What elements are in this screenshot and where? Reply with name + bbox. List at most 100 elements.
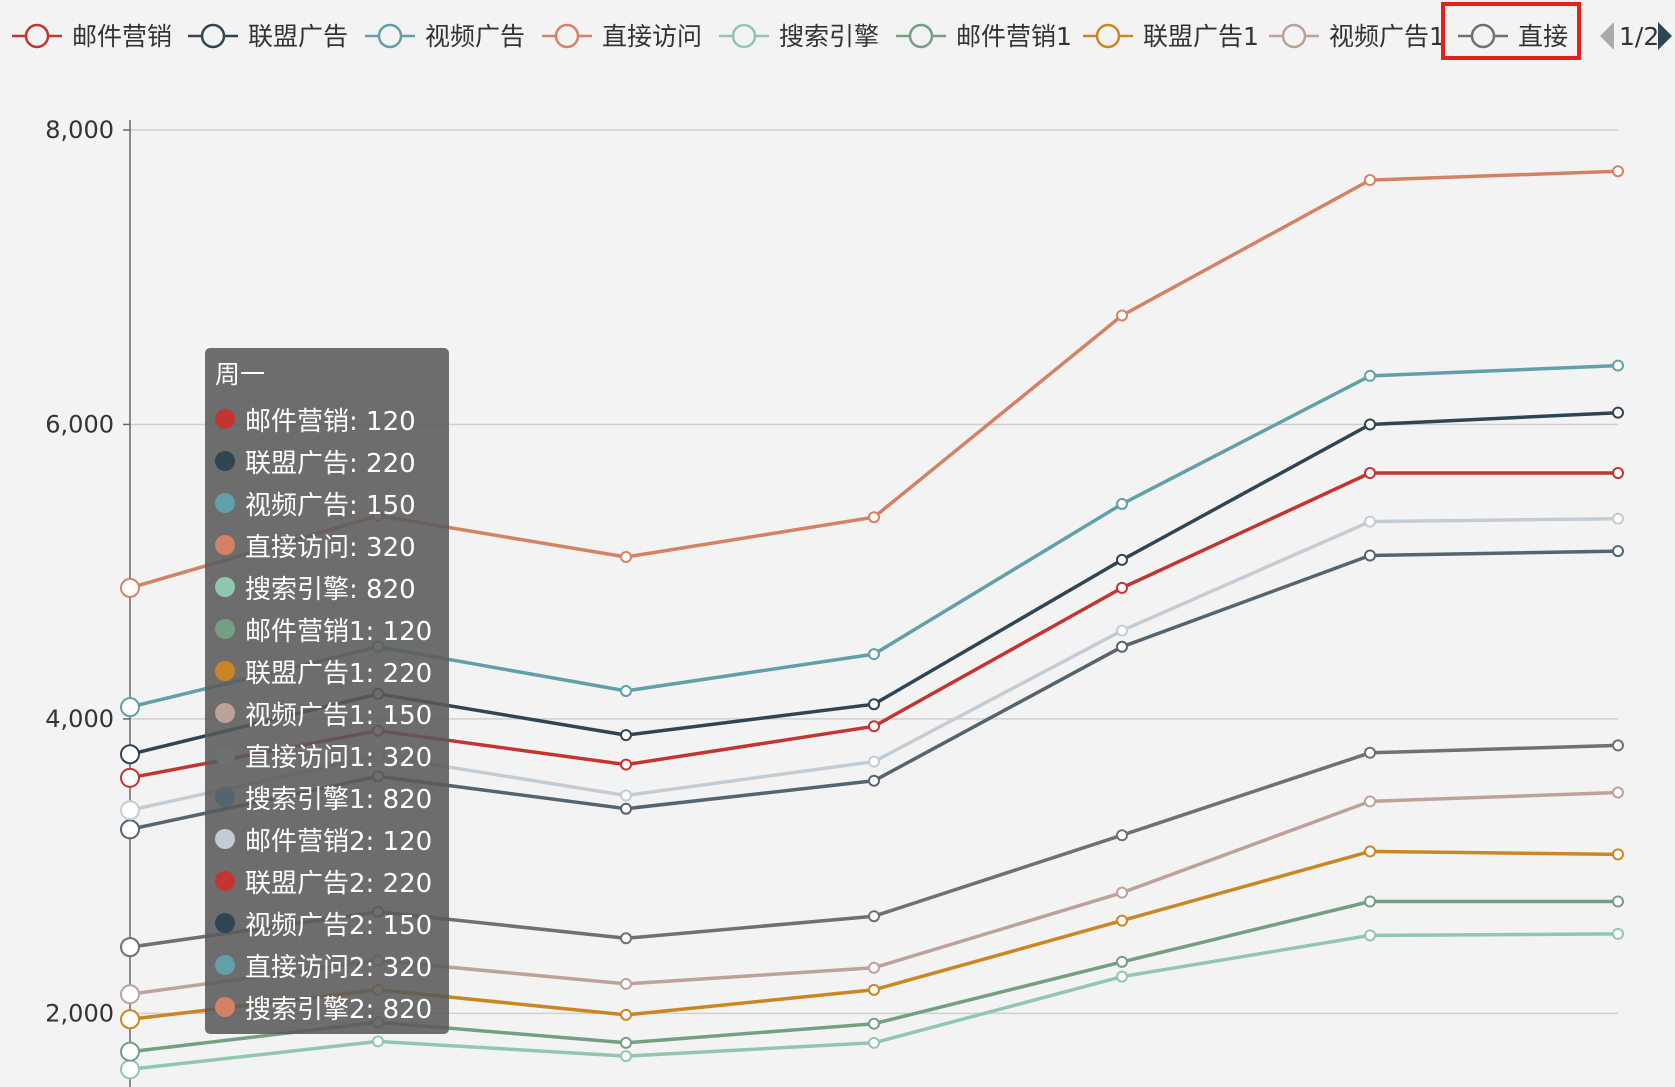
legend-item-搜索引擎[interactable]: 搜索引擎 — [719, 22, 879, 51]
data-point[interactable] — [868, 511, 880, 524]
data-point[interactable] — [620, 1050, 632, 1063]
legend-marker-icon — [200, 23, 226, 49]
data-point[interactable] — [1116, 553, 1128, 566]
data-point[interactable] — [868, 648, 880, 661]
data-point[interactable] — [868, 983, 880, 996]
tooltip: 周一 邮件营销: 120 联盟广告: 220 视频广告: 150 直接访问: 320 搜… — [205, 348, 449, 1034]
data-point[interactable] — [120, 577, 140, 598]
data-point[interactable] — [1364, 845, 1376, 858]
data-point[interactable] — [120, 744, 140, 765]
legend-next-icon[interactable] — [1658, 22, 1672, 50]
data-point[interactable] — [1364, 174, 1376, 187]
data-point[interactable] — [1364, 467, 1376, 480]
data-point[interactable] — [620, 932, 632, 945]
data-point[interactable] — [620, 977, 632, 990]
tooltip-row-label: 视频广告2: 150 — [245, 910, 433, 941]
series-dot-icon — [215, 913, 235, 933]
legend-item-邮件营销1[interactable]: 邮件营销1 — [896, 22, 1072, 51]
data-point[interactable] — [868, 1036, 880, 1049]
data-point[interactable] — [868, 910, 880, 923]
tooltip-row: 视频广告2: 150 — [215, 902, 439, 944]
legend-item-联盟广告[interactable]: 联盟广告 — [188, 22, 348, 51]
data-point[interactable] — [1364, 929, 1376, 942]
tooltip-row: 联盟广告2: 220 — [215, 860, 439, 902]
data-point[interactable] — [120, 819, 140, 840]
data-point[interactable] — [620, 729, 632, 742]
data-point[interactable] — [620, 1036, 632, 1049]
series-dot-icon — [215, 661, 235, 681]
legend-label: 视频广告 — [425, 22, 525, 51]
data-point[interactable] — [1612, 406, 1624, 419]
data-point[interactable] — [620, 1008, 632, 1021]
legend-item-邮件营销[interactable]: 邮件营销 — [12, 22, 172, 51]
data-point[interactable] — [620, 550, 632, 563]
data-point[interactable] — [1116, 581, 1128, 594]
data-point[interactable] — [620, 684, 632, 697]
data-point[interactable] — [1116, 829, 1128, 842]
data-point[interactable] — [868, 774, 880, 787]
tooltip-row-label: 邮件营销1: 120 — [245, 616, 433, 647]
y-tick-label: 6,000 — [45, 410, 114, 438]
data-point[interactable] — [1116, 886, 1128, 899]
data-point[interactable] — [1612, 786, 1624, 799]
data-point[interactable] — [868, 720, 880, 733]
data-point[interactable] — [372, 1035, 384, 1048]
data-point[interactable] — [1364, 418, 1376, 431]
data-point[interactable] — [868, 1017, 880, 1030]
legend-item-视频广告[interactable]: 视频广告 — [365, 22, 525, 51]
tooltip-row-label: 邮件营销: 120 — [245, 406, 416, 437]
series-dot-icon — [215, 703, 235, 723]
data-point[interactable] — [620, 802, 632, 815]
data-point[interactable] — [1116, 309, 1128, 322]
legend-prev-icon[interactable] — [1600, 22, 1614, 50]
data-point[interactable] — [1116, 914, 1128, 927]
data-point[interactable] — [868, 755, 880, 768]
data-point[interactable] — [868, 698, 880, 711]
series-dot-icon — [215, 787, 235, 807]
data-point[interactable] — [120, 1059, 140, 1080]
data-point[interactable] — [1612, 512, 1624, 525]
legend-marker-icon — [377, 23, 403, 49]
data-point[interactable] — [120, 1009, 140, 1030]
legend: 邮件营销 联盟广告 视频广告 直接访问 搜索引擎 邮件营销1 联盟广告1 视频广告1 直接 — [12, 22, 1568, 51]
data-point[interactable] — [1612, 165, 1624, 178]
data-point[interactable] — [1612, 739, 1624, 752]
data-point[interactable] — [1364, 549, 1376, 562]
legend-item-直接[interactable]: 直接 — [1458, 22, 1568, 51]
data-point[interactable] — [120, 800, 140, 821]
data-point[interactable] — [1364, 795, 1376, 808]
data-point[interactable] — [1612, 848, 1624, 861]
data-point[interactable] — [1364, 515, 1376, 528]
data-point[interactable] — [1116, 955, 1128, 968]
data-point[interactable] — [868, 961, 880, 974]
data-point[interactable] — [1612, 467, 1624, 480]
data-point[interactable] — [620, 758, 632, 771]
data-point[interactable] — [120, 984, 140, 1005]
y-tick-label: 4,000 — [45, 705, 114, 733]
data-point[interactable] — [1364, 895, 1376, 908]
tooltip-row-label: 视频广告: 150 — [245, 490, 416, 521]
legend-item-视频广告1[interactable]: 视频广告1 — [1269, 22, 1445, 51]
data-point[interactable] — [1612, 545, 1624, 558]
data-point[interactable] — [1612, 359, 1624, 372]
tooltip-row-label: 联盟广告1: 220 — [245, 658, 433, 689]
data-point[interactable] — [1364, 369, 1376, 382]
data-point[interactable] — [1116, 640, 1128, 653]
data-point[interactable] — [120, 937, 140, 958]
data-point[interactable] — [1116, 970, 1128, 983]
data-point[interactable] — [120, 697, 140, 718]
data-point[interactable] — [620, 789, 632, 802]
tooltip-row: 邮件营销1: 120 — [215, 608, 439, 650]
data-point[interactable] — [120, 1041, 140, 1062]
series-dot-icon — [215, 871, 235, 891]
tooltip-row-label: 视频广告1: 150 — [245, 700, 433, 731]
data-point[interactable] — [1116, 624, 1128, 637]
legend-item-直接访问[interactable]: 直接访问 — [542, 22, 702, 51]
data-point[interactable] — [1612, 895, 1624, 908]
data-point[interactable] — [120, 767, 140, 788]
legend-item-联盟广告1[interactable]: 联盟广告1 — [1083, 22, 1259, 51]
data-point[interactable] — [1612, 927, 1624, 940]
data-point[interactable] — [1116, 497, 1128, 510]
legend-label: 联盟广告 — [248, 22, 348, 51]
data-point[interactable] — [1364, 746, 1376, 759]
